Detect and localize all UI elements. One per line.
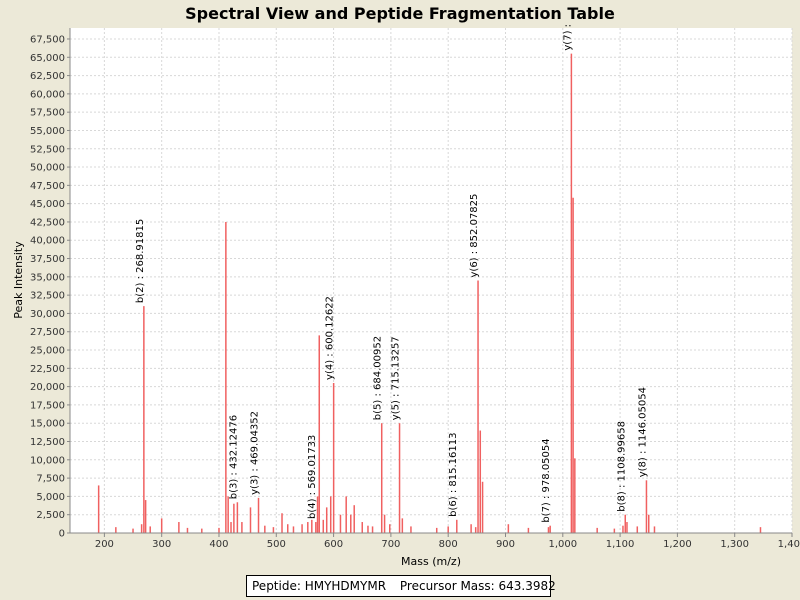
- x-axis-label: Mass (m/z): [401, 555, 461, 568]
- y-tick-label: 5,000: [36, 492, 65, 503]
- y-ticks: 0 2,500 5,000 7,500 10,000 12,500 15,000 17,500…: [30, 34, 70, 540]
- y-tick-label: 12,500: [30, 437, 65, 448]
- y-tick-label: 57,500: [30, 108, 65, 119]
- y-tick-label: 17,500: [30, 400, 65, 411]
- y-tick-label: 27,500: [30, 327, 65, 338]
- x-tick-label: 1,000: [548, 539, 577, 550]
- y-tick-label: 67,500: [30, 34, 65, 45]
- grid: [70, 28, 793, 534]
- fragment-label: b(5) : 684.00952: [373, 336, 384, 420]
- y-tick-label: 25,000: [30, 346, 65, 357]
- plot-area: [70, 28, 792, 533]
- y-tick-label: 37,500: [30, 254, 65, 265]
- y-tick-label: 7,500: [36, 474, 65, 485]
- y-tick-label: 40,000: [30, 236, 65, 247]
- chart-title: Spectral View and Peptide Fragmentation …: [185, 4, 615, 23]
- peptide-legend: Peptide: HMYHDMYMR Precursor Mass: 643.3…: [246, 575, 556, 597]
- y-tick-label: 15,000: [30, 419, 65, 430]
- x-tick-label: 800: [439, 539, 458, 550]
- peptide-label: Peptide: HMYHDMYMR: [252, 579, 387, 593]
- fragment-label: y(8) : 1146.05054: [637, 387, 648, 477]
- x-tick-label: 400: [209, 539, 228, 550]
- fragment-label: b(4) : 569.01733: [307, 435, 318, 519]
- fragment-annotations: b(2) : 268.91815 b(3) : 432.12476 y(3) : 4…: [135, 24, 649, 523]
- y-tick-label: 60,000: [30, 89, 65, 100]
- x-tick-label: 500: [267, 539, 286, 550]
- x-tick-label: 200: [95, 539, 114, 550]
- fragment-label: b(2) : 268.91815: [135, 219, 146, 303]
- y-tick-label: 22,500: [30, 364, 65, 375]
- spectrum-chart: Spectral View and Peptide Fragmentation …: [12, 4, 800, 568]
- fragment-label: y(5) : 715.13257: [391, 336, 402, 420]
- x-tick-label: 900: [496, 539, 515, 550]
- y-tick-label: 10,000: [30, 455, 65, 466]
- fragment-label: y(7) :: [562, 24, 573, 51]
- y-tick-label: 0: [59, 529, 65, 540]
- x-tick-label: 700: [381, 539, 400, 550]
- x-ticks: 200 300 400 500 600 700 800 900 1,000 1,100 1,200 1…: [95, 533, 800, 550]
- y-tick-label: 35,000: [30, 272, 65, 283]
- peak-bars: [97, 53, 762, 533]
- y-axis-label: Peak Intensity: [12, 241, 25, 319]
- x-tick-label: 1,300: [720, 539, 749, 550]
- x-tick-label: 1,400: [778, 539, 800, 550]
- y-tick-label: 32,500: [30, 291, 65, 302]
- y-tick-label: 50,000: [30, 163, 65, 174]
- y-tick-label: 45,000: [30, 199, 65, 210]
- y-tick-label: 55,000: [30, 126, 65, 137]
- fragment-label: b(6) : 815.16113: [448, 432, 459, 516]
- fragment-label: b(8) : 1108.99658: [616, 421, 627, 512]
- y-tick-label: 42,500: [30, 217, 65, 228]
- y-tick-label: 30,000: [30, 309, 65, 320]
- x-tick-label: 600: [324, 539, 343, 550]
- y-tick-label: 47,500: [30, 181, 65, 192]
- x-tick-label: 300: [152, 539, 171, 550]
- fragment-label: y(6) : 852.07825: [469, 194, 480, 278]
- fragment-label: y(4) : 600.12622: [325, 296, 336, 380]
- x-tick-label: 1,100: [606, 539, 635, 550]
- y-tick-label: 65,000: [30, 53, 65, 64]
- x-tick-label: 1,200: [663, 539, 692, 550]
- fragment-label: b(7) : 978.05054: [541, 438, 552, 522]
- fragment-label: b(3) : 432.12476: [228, 415, 239, 499]
- fragment-label: y(3) : 469.04352: [250, 411, 261, 495]
- y-tick-label: 2,500: [36, 510, 65, 521]
- precursor-mass-label: Precursor Mass: 643.3982: [399, 579, 556, 593]
- y-tick-label: 20,000: [30, 382, 65, 393]
- y-tick-label: 52,500: [30, 144, 65, 155]
- y-tick-label: 62,500: [30, 71, 65, 82]
